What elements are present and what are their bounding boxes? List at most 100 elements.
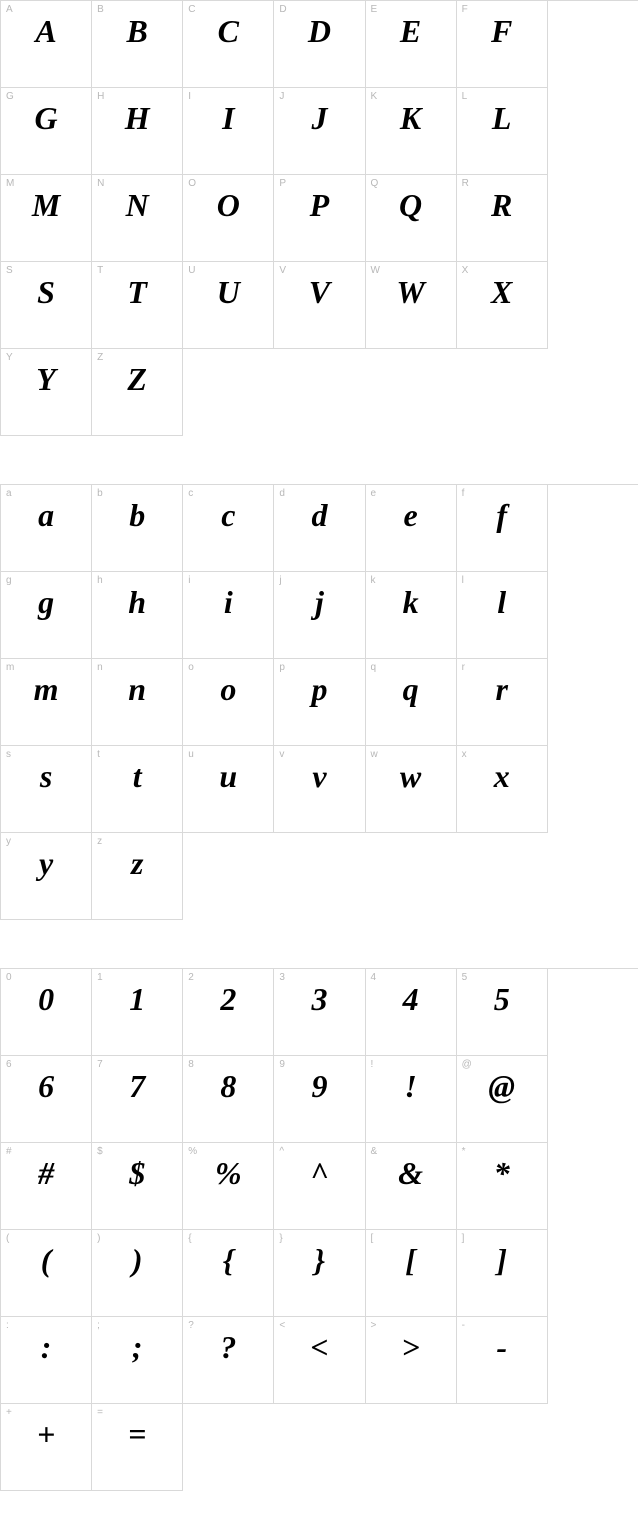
glyph-label: + xyxy=(6,1407,12,1418)
glyph-label: p xyxy=(279,662,285,673)
glyph-cell: YY xyxy=(1,349,92,436)
glyph-cell: -- xyxy=(457,1317,548,1404)
glyph-label: k xyxy=(371,575,376,586)
glyph-label: v xyxy=(279,749,284,760)
glyph-char: 4 xyxy=(366,983,456,1015)
glyph-cell: II xyxy=(183,88,274,175)
glyph-char: { xyxy=(183,1244,273,1276)
glyph-label: [ xyxy=(371,1233,374,1244)
glyph-cell: FF xyxy=(457,1,548,88)
glyph-cell: kk xyxy=(366,572,457,659)
glyph-cell: ?? xyxy=(183,1317,274,1404)
glyph-cell: JJ xyxy=(274,88,365,175)
glyph-label: J xyxy=(279,91,284,102)
glyph-cell: ll xyxy=(457,572,548,659)
glyph-char: j xyxy=(274,586,364,618)
glyph-cell: GG xyxy=(1,88,92,175)
glyph-label: f xyxy=(462,488,465,499)
glyph-label: S xyxy=(6,265,13,276)
glyph-label: C xyxy=(188,4,195,15)
glyph-char: * xyxy=(457,1157,547,1189)
glyph-cell: HH xyxy=(92,88,183,175)
glyph-label: O xyxy=(188,178,196,189)
glyph-cell: DD xyxy=(274,1,365,88)
glyph-cell: ss xyxy=(1,746,92,833)
section-uppercase: AABBCCDDEEFFGGHHIIJJKKLLMMNNOOPPQQRRSSTT… xyxy=(0,0,638,436)
glyph-char: G xyxy=(1,102,91,134)
glyph-cell: XX xyxy=(457,262,548,349)
glyph-cell: oo xyxy=(183,659,274,746)
glyph-char: U xyxy=(183,276,273,308)
glyph-char: S xyxy=(1,276,91,308)
glyph-label: 8 xyxy=(188,1059,194,1070)
glyph-label: $ xyxy=(97,1146,103,1157)
glyph-label: * xyxy=(462,1146,466,1157)
glyph-cell: BB xyxy=(92,1,183,88)
glyph-cell: 66 xyxy=(1,1056,92,1143)
glyph-cell: (( xyxy=(1,1230,92,1317)
glyph-char: < xyxy=(274,1331,364,1363)
glyph-char: k xyxy=(366,586,456,618)
glyph-label: i xyxy=(188,575,190,586)
section-numbers-symbols: 00112233445566778899!!@@##$$%%^^&&**(())… xyxy=(0,968,638,1491)
glyph-cell: !! xyxy=(366,1056,457,1143)
glyph-cell: TT xyxy=(92,262,183,349)
glyph-char: 0 xyxy=(1,983,91,1015)
glyph-char: J xyxy=(274,102,364,134)
glyph-char: y xyxy=(1,847,91,879)
glyph-label: e xyxy=(371,488,377,499)
glyph-label: 5 xyxy=(462,972,468,983)
glyph-char: ! xyxy=(366,1070,456,1102)
glyph-label: ( xyxy=(6,1233,9,1244)
glyph-label: j xyxy=(279,575,281,586)
glyph-char: T xyxy=(92,276,182,308)
glyph-label: z xyxy=(97,836,102,847)
glyph-cell: CC xyxy=(183,1,274,88)
glyph-label: W xyxy=(371,265,380,276)
glyph-char: % xyxy=(183,1157,273,1189)
glyph-label: % xyxy=(188,1146,197,1157)
glyph-char: ) xyxy=(92,1244,182,1276)
glyph-char: A xyxy=(1,15,91,47)
glyph-char: ] xyxy=(457,1244,547,1276)
glyph-label: R xyxy=(462,178,469,189)
glyph-label: 4 xyxy=(371,972,377,983)
glyph-char: B xyxy=(92,15,182,47)
glyph-cell: )) xyxy=(92,1230,183,1317)
glyph-cell: pp xyxy=(274,659,365,746)
glyph-cell: << xyxy=(274,1317,365,1404)
glyph-label: @ xyxy=(462,1059,472,1070)
glyph-cell: ff xyxy=(457,485,548,572)
glyph-label: ^ xyxy=(279,1146,284,1157)
glyph-cell: ee xyxy=(366,485,457,572)
glyph-char: & xyxy=(366,1157,456,1189)
glyph-cell: && xyxy=(366,1143,457,1230)
glyph-char: d xyxy=(274,499,364,531)
glyph-label: q xyxy=(371,662,377,673)
glyph-char: @ xyxy=(457,1070,547,1102)
glyph-char: 9 xyxy=(274,1070,364,1102)
glyph-label: r xyxy=(462,662,465,673)
glyph-char: t xyxy=(92,760,182,792)
glyph-cell: mm xyxy=(1,659,92,746)
glyph-char: > xyxy=(366,1331,456,1363)
glyph-char: ; xyxy=(92,1331,182,1363)
glyph-cell: PP xyxy=(274,175,365,262)
glyph-cell: ** xyxy=(457,1143,548,1230)
glyph-char: 2 xyxy=(183,983,273,1015)
glyph-cell: ZZ xyxy=(92,349,183,436)
glyph-label: I xyxy=(188,91,191,102)
glyph-char: : xyxy=(1,1331,91,1363)
glyph-cell: hh xyxy=(92,572,183,659)
glyph-label: g xyxy=(6,575,12,586)
glyph-cell: :: xyxy=(1,1317,92,1404)
glyph-cell: == xyxy=(92,1404,183,1491)
glyph-char: g xyxy=(1,586,91,618)
glyph-label: h xyxy=(97,575,103,586)
glyph-char: O xyxy=(183,189,273,221)
glyph-cell: [[ xyxy=(366,1230,457,1317)
glyph-char: ? xyxy=(183,1331,273,1363)
glyph-cell: {{ xyxy=(183,1230,274,1317)
glyph-cell: tt xyxy=(92,746,183,833)
glyph-char: f xyxy=(457,499,547,531)
